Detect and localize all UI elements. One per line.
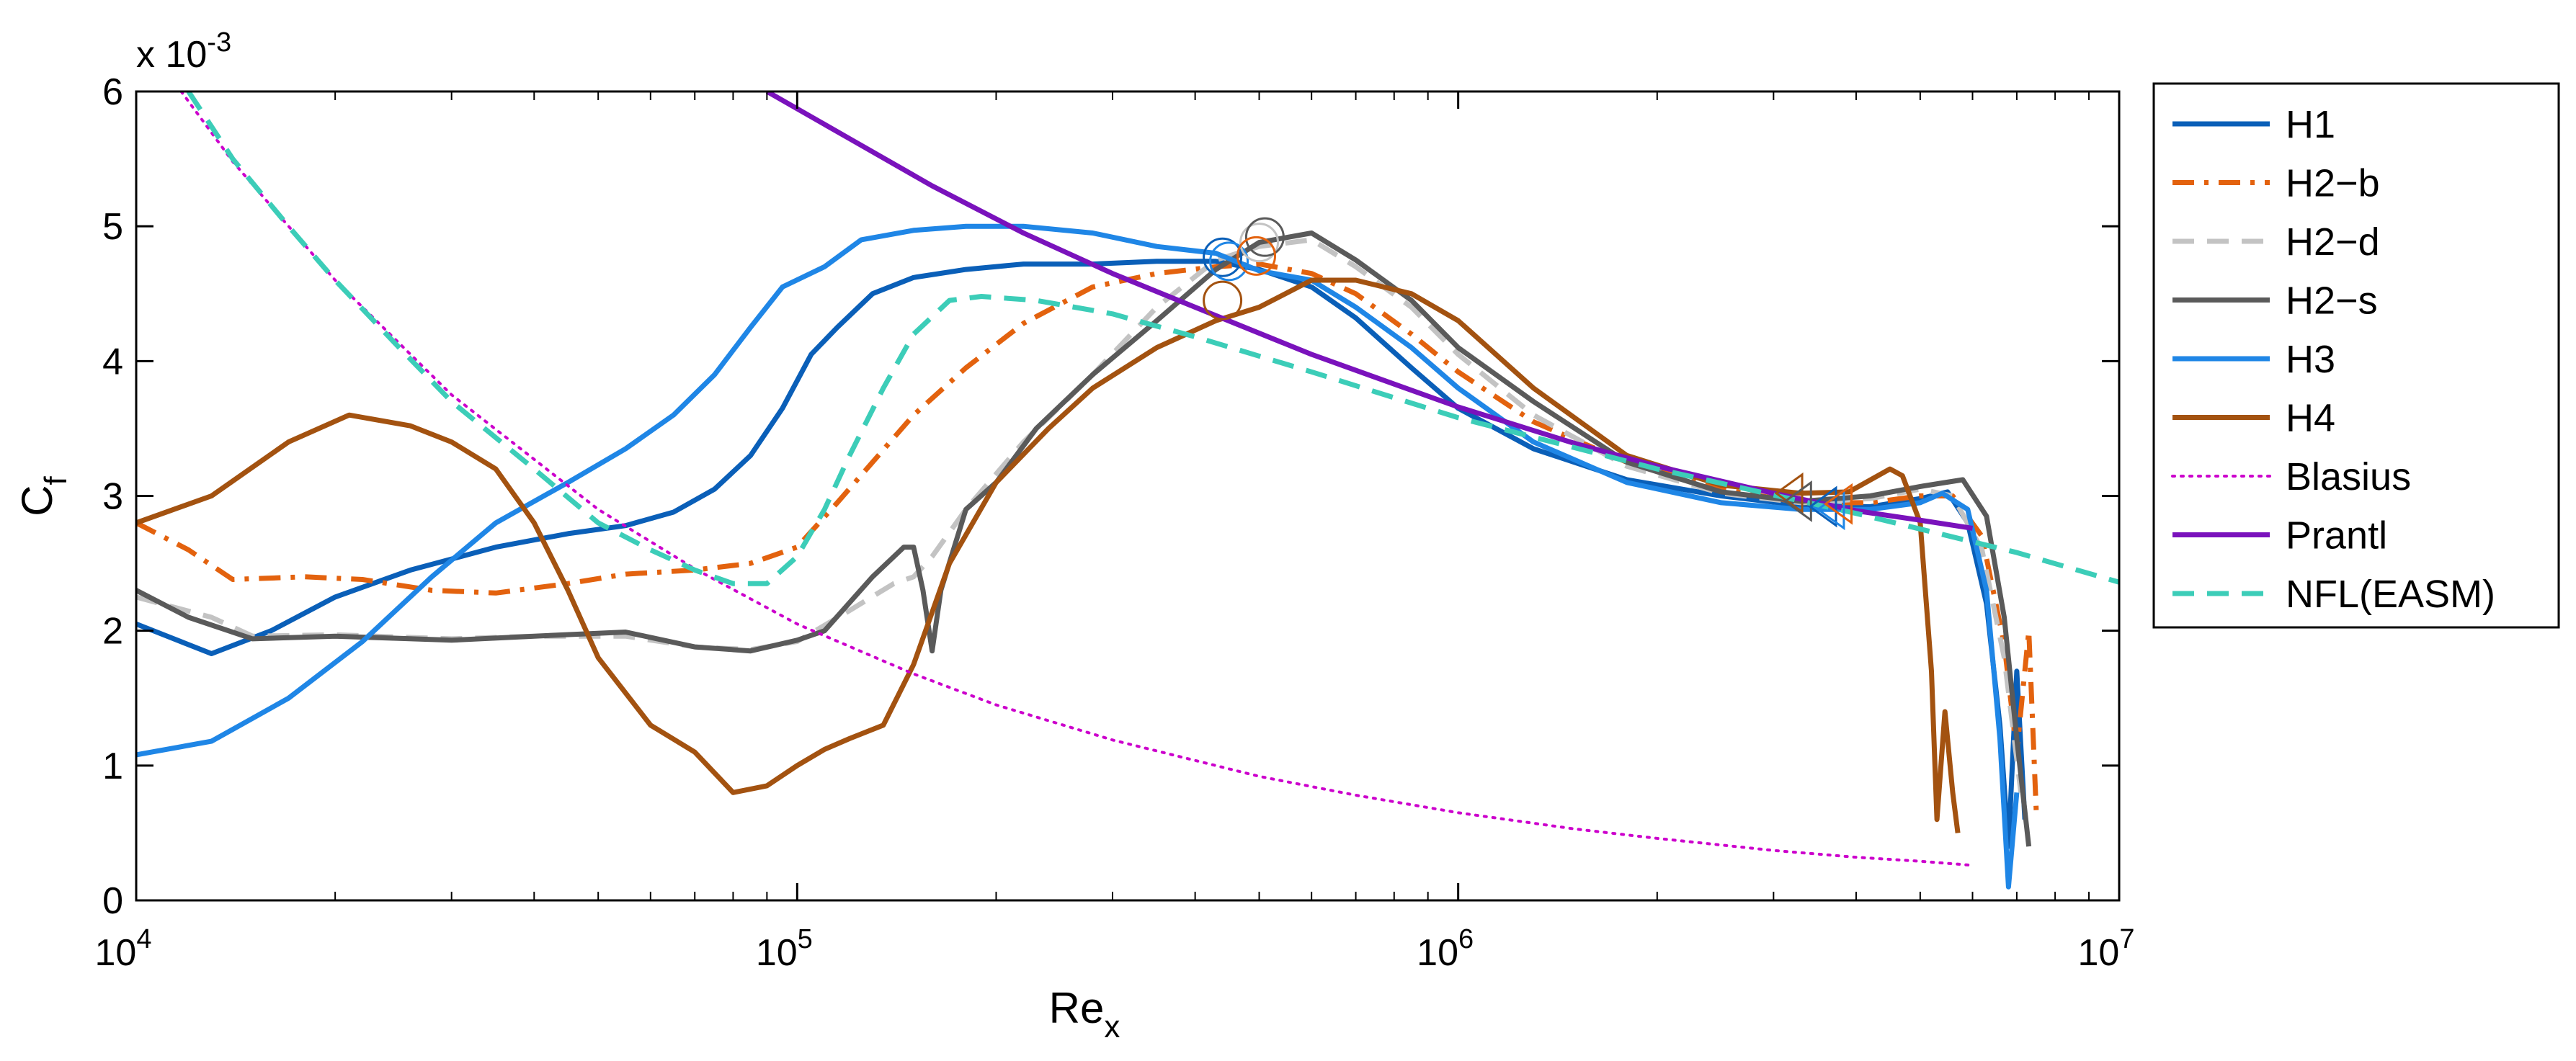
- series-line-blasius: [179, 91, 1974, 867]
- y-tick-label: 6: [102, 71, 123, 113]
- x-tick-exponent: 7: [2119, 924, 2134, 954]
- series-line-h2-s: [136, 230, 2032, 847]
- y-exponent-prefix: x 10: [136, 34, 207, 76]
- legend-label-blasius: Blasius: [2286, 455, 2411, 498]
- x-tick-base: 10: [2078, 932, 2120, 974]
- plot-background: [136, 91, 2119, 900]
- x-tick-label: 105: [756, 924, 813, 974]
- marker-layer: [1203, 217, 1853, 531]
- marker-circle-h2-b: [1236, 236, 1277, 276]
- marker-triangle-left-h2-b: [1823, 483, 1853, 525]
- y-exponent-power: -3: [207, 27, 231, 58]
- series-line-h2-b: [136, 261, 2039, 820]
- marker-circle-h1: [1203, 237, 1243, 277]
- legend-label-h2-d: H2−d: [2286, 220, 2380, 264]
- series-line-nfl-easm: [186, 91, 2119, 586]
- legend-label-h2-b: H2−b: [2286, 162, 2380, 205]
- y-axis-label: Cf: [13, 475, 73, 516]
- legend-label-h1: H1: [2286, 103, 2335, 146]
- marker-circle-h3: [1209, 241, 1249, 282]
- x-tick-exponent: 6: [1458, 924, 1474, 954]
- marker-circle-h4: [1203, 280, 1243, 321]
- y-tick-label: 2: [102, 611, 123, 653]
- x-tick-base: 10: [756, 932, 798, 974]
- y-axis-label-sub: f: [38, 475, 73, 485]
- marker-triangle-left-h1: [1808, 485, 1837, 528]
- y-tick-label: 0: [102, 880, 123, 922]
- legend-label-prantl: Prantl: [2286, 514, 2387, 558]
- y-tick-label: 3: [102, 476, 123, 518]
- marker-triangle-left-h4: [1774, 472, 1804, 514]
- x-tick-exponent: 4: [136, 924, 151, 954]
- legend-items: H1 H2−b H2−d H2−s H3 H4 Blasius Prantl NFL(EASM): [2171, 103, 2495, 616]
- x-axis-label-main: Re: [1049, 984, 1105, 1032]
- x-axis-label-sub: x: [1104, 1009, 1120, 1044]
- y-tick-label: 1: [102, 746, 123, 787]
- series-line-h4: [136, 277, 1961, 833]
- legend-label-nfl-easm: NFL(EASM): [2286, 573, 2495, 616]
- legend-label-h2-s: H2−s: [2286, 279, 2378, 323]
- legend-label-h4: H4: [2286, 397, 2335, 440]
- x-tick-base: 10: [95, 932, 137, 974]
- marker-circle-h2-s: [1244, 217, 1285, 257]
- marker-circle-h2-d: [1239, 223, 1280, 263]
- x-tick-exponent: 5: [798, 924, 813, 954]
- y-tick-label: 5: [102, 206, 123, 248]
- series-line-h3: [136, 223, 2020, 890]
- y-exponent-label: x 10-3: [136, 27, 231, 76]
- legend: H1 H2−b H2−d H2−s H3 H4 Blasius Prantl NFL(EASM): [2152, 82, 2560, 629]
- x-tick-label: 107: [2078, 924, 2135, 974]
- y-tick-label: 4: [102, 341, 123, 382]
- x-axis-label: Rex: [1049, 984, 1120, 1044]
- x-tick-base: 10: [1417, 932, 1458, 974]
- x-tick-label: 106: [1417, 924, 1474, 974]
- legend-label-h3: H3: [2286, 338, 2335, 381]
- marker-triangle-left-h2-s: [1783, 480, 1812, 522]
- x-tick-label: 104: [95, 924, 152, 974]
- y-axis-label-main: C: [13, 485, 61, 516]
